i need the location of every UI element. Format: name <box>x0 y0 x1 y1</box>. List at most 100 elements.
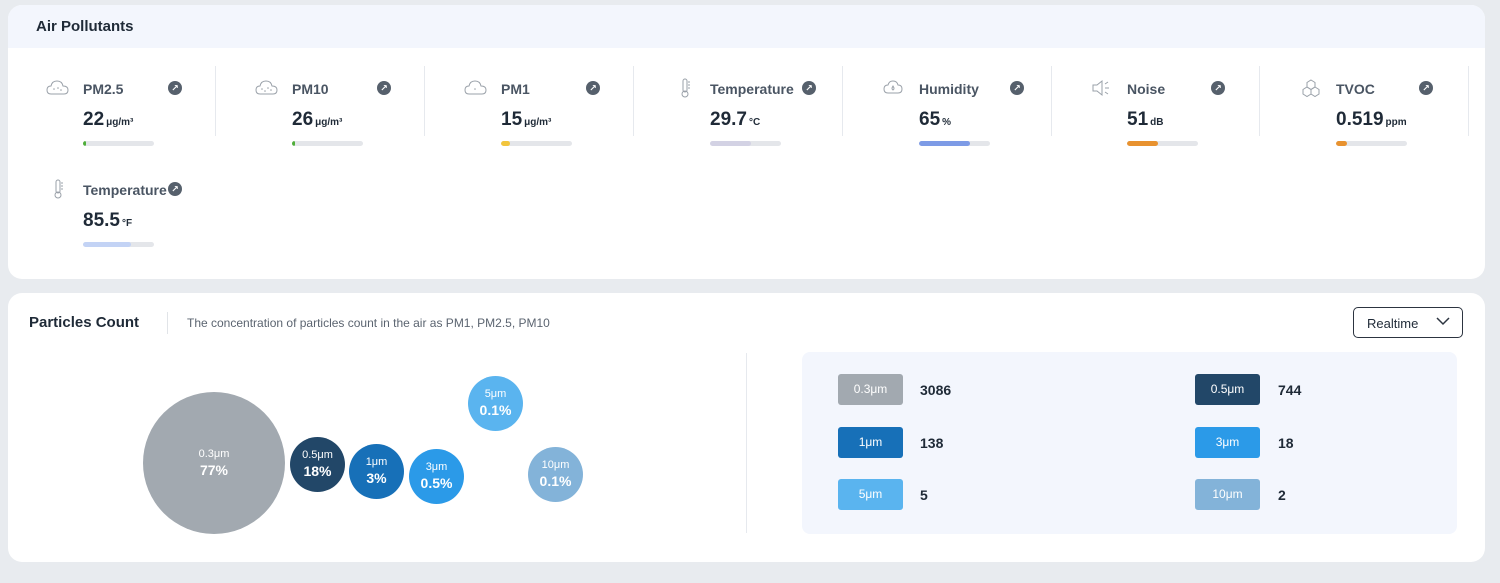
thermometer-icon <box>54 179 63 199</box>
particles-description: The concentration of particles count in … <box>187 316 550 330</box>
bubble-1um[interactable]: 1μm 3% <box>349 444 404 499</box>
metric-value-group: 22 μg/m³ <box>83 109 133 131</box>
metric-unit: ppm <box>1385 117 1407 128</box>
time-range-value: Realtime <box>1367 316 1419 331</box>
air-pollutants-header: Air Pollutants <box>8 5 1485 48</box>
header-divider <box>167 312 168 334</box>
time-range-select[interactable]: Realtime <box>1353 307 1463 338</box>
particle-size-chip: 0.3μm <box>838 374 903 405</box>
particle-size-chip: 5μm <box>838 479 903 510</box>
bubble-10um[interactable]: 10μm 0.1% <box>528 447 583 502</box>
metric-unit: °C <box>748 117 761 128</box>
cloud-pm10-icon <box>255 80 278 95</box>
external-link-icon[interactable]: ↗ <box>1211 81 1225 95</box>
metric-unit: °F <box>121 218 133 229</box>
metric-value: 29.7 <box>710 109 747 130</box>
particles-header: Particles Count <box>29 314 139 332</box>
metric-value-group: 51 dB <box>1127 109 1163 131</box>
external-link-icon[interactable]: ↗ <box>377 81 391 95</box>
metric-value-group: 85.5 °F <box>83 210 132 232</box>
bubble-0-5um[interactable]: 0.5μm 18% <box>290 437 345 492</box>
metric-level-fill <box>710 141 752 146</box>
bubble-size-label: 0.5μm <box>302 449 333 461</box>
external-link-icon[interactable]: ↗ <box>168 182 182 196</box>
metric-humidity[interactable]: Humidity ↗ 65% <box>844 66 1052 146</box>
chevron-down-icon <box>1436 317 1450 326</box>
metric-value: 85.5 <box>83 210 120 231</box>
metric-name: Noise <box>1127 81 1166 97</box>
cloud-pm25-icon <box>46 80 69 95</box>
bubble-size-label: 0.3μm <box>198 447 230 460</box>
metric-value: 15 <box>501 109 523 130</box>
metric-unit: μg/m³ <box>524 117 552 128</box>
metric-level-bar <box>1127 141 1198 146</box>
section-divider <box>746 353 747 533</box>
metric-unit: μg/m³ <box>315 117 343 128</box>
particle-count-value: 3086 <box>920 382 952 398</box>
speaker-icon <box>1092 79 1109 97</box>
metric-level-fill <box>83 242 132 247</box>
particles-count-card: Particles Count The concentration of par… <box>8 293 1485 562</box>
external-link-icon[interactable]: ↗ <box>1419 81 1433 95</box>
bubble-percent-label: 18% <box>303 463 332 479</box>
metric-temperature-c[interactable]: Temperature ↗ 29.7 °C <box>635 66 843 146</box>
bubble-percent-label: 0.1% <box>479 402 512 418</box>
particle-size-chip: 0.5μm <box>1195 374 1260 405</box>
bubble-percent-label: 0.5% <box>420 475 453 491</box>
particle-count-value: 5 <box>920 487 928 503</box>
metric-value: 26 <box>292 109 314 130</box>
humidity-icon <box>883 80 903 94</box>
metric-unit: % <box>942 117 952 128</box>
particle-size-chip: 1μm <box>838 427 903 458</box>
metric-level-bar <box>919 141 990 146</box>
metric-pm1[interactable]: PM1 ↗ 15 μg/m³ <box>426 66 634 146</box>
external-link-icon[interactable]: ↗ <box>1010 81 1024 95</box>
metric-temperature-f[interactable]: Temperature ↗ 85.5 °F <box>8 167 216 247</box>
particle-counts-panel: 0.3μm 3086 0.5μm 744 1μm 138 3μm 18 5μm … <box>802 352 1457 534</box>
molecule-icon <box>1302 79 1320 98</box>
metric-name: PM10 <box>292 81 329 97</box>
particle-count-value: 2 <box>1278 487 1286 503</box>
metric-unit: μg/m³ <box>106 117 134 128</box>
metric-level-fill <box>919 141 971 146</box>
metric-pm25[interactable]: PM2.5 ↗ 22 μg/m³ <box>8 66 216 146</box>
metric-name: PM1 <box>501 81 530 97</box>
metric-value-group: 0.519 ppm <box>1336 109 1407 131</box>
external-link-icon[interactable]: ↗ <box>802 81 816 95</box>
external-link-icon[interactable]: ↗ <box>168 81 182 95</box>
metric-noise[interactable]: Noise ↗ 51 dB <box>1052 66 1260 146</box>
metric-name: PM2.5 <box>83 81 124 97</box>
air-pollutants-card: Air Pollutants PM2.5 ↗ 22 μg/m³ PM10 ↗ 26… <box>8 5 1485 279</box>
metric-value-group: 29.7 °C <box>710 109 760 131</box>
particle-count-value: 744 <box>1278 382 1302 398</box>
bubble-3um[interactable]: 3μm 0.5% <box>409 449 464 504</box>
thermometer-icon <box>681 78 690 98</box>
metric-level-fill <box>501 141 511 146</box>
bubble-percent-label: 3% <box>366 470 387 486</box>
metric-value: 0.519 <box>1336 109 1384 130</box>
metric-level-bar <box>292 141 363 146</box>
particle-size-chip: 10μm <box>1195 479 1260 510</box>
bubble-percent-label: 77% <box>199 461 229 478</box>
metric-pm10[interactable]: PM10 ↗ 26 μg/m³ <box>217 66 425 146</box>
bubble-size-label: 3μm <box>425 461 448 473</box>
metric-tvoc[interactable]: TVOC ↗ 0.519 ppm <box>1261 66 1469 146</box>
metric-level-fill <box>1127 141 1158 146</box>
metric-level-fill <box>292 141 295 146</box>
bubble-size-label: 10μm <box>541 459 570 471</box>
metric-unit: dB <box>1150 117 1164 128</box>
metric-level-fill <box>1336 141 1347 146</box>
bubble-0-3um[interactable]: 0.3μm 77% <box>143 392 285 534</box>
particle-count-value: 18 <box>1278 435 1294 451</box>
bubble-5um[interactable]: 5μm 0.1% <box>468 376 523 431</box>
metric-level-bar <box>83 141 154 146</box>
cloud-pm1-icon <box>464 80 487 95</box>
external-link-icon[interactable]: ↗ <box>586 81 600 95</box>
metric-value: 51 <box>1127 109 1149 130</box>
metric-value: 65 <box>919 109 941 130</box>
metric-value-group: 15 μg/m³ <box>501 109 551 131</box>
metric-value-group: 65% <box>919 109 951 131</box>
metric-level-bar <box>710 141 781 146</box>
metric-value-group: 26 μg/m³ <box>292 109 342 131</box>
particle-count-value: 138 <box>920 435 944 451</box>
